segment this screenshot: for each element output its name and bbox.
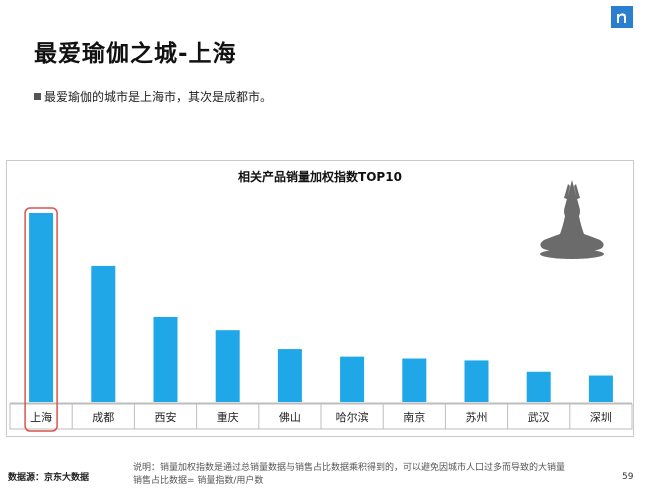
footnote-line-1: 说明：销量加权指数是通过总销量数据与销售占比数据乘积得到的，可以避免因城市人口过… xyxy=(133,463,566,473)
chart-frame xyxy=(6,160,634,437)
bar-9 xyxy=(588,375,613,402)
bar-3 xyxy=(215,330,240,402)
tick-label-1: 成都 xyxy=(92,411,114,424)
bar-5 xyxy=(340,356,365,402)
brand-logo-icon xyxy=(611,6,633,28)
bar-6 xyxy=(402,358,427,402)
summary-text: 最爱瑜伽的城市是上海市，其次是成都市。 xyxy=(44,90,273,104)
page-number: 59 xyxy=(622,472,634,482)
bar-2 xyxy=(153,316,178,402)
tick-label-6: 南京 xyxy=(403,410,425,424)
page-title: 最爱瑜伽之城-上海 xyxy=(34,41,237,67)
footnote-line-2: 销售占比数据= 销量指数/用户数 xyxy=(133,476,264,486)
yoga-pose-icon xyxy=(540,180,604,259)
footnote: 说明：销量加权指数是通过总销量数据与销售占比数据乘积得到的，可以避免因城市人口过… xyxy=(133,462,603,488)
bar-1 xyxy=(91,265,116,402)
tick-label-9: 深圳 xyxy=(590,411,612,424)
summary-bullet: 最爱瑜伽的城市是上海市，其次是成都市。 xyxy=(34,88,272,105)
bar-4 xyxy=(277,349,302,402)
data-source: 数据源：京东大数据 xyxy=(8,473,90,483)
tick-label-4: 佛山 xyxy=(279,411,301,424)
bar-7 xyxy=(464,360,489,402)
tick-label-2: 西安 xyxy=(155,410,177,424)
tick-label-7: 苏州 xyxy=(466,411,488,424)
tick-label-8: 武汉 xyxy=(528,411,550,424)
tick-label-0: 上海 xyxy=(30,410,52,424)
bullet-square-icon xyxy=(34,93,41,100)
chart-title: 相关产品销量加权指数TOP10 xyxy=(238,169,402,184)
tick-label-3: 重庆 xyxy=(217,410,239,424)
tick-label-5: 哈尔滨 xyxy=(336,410,369,424)
bar-0 xyxy=(29,213,54,402)
highlight-box xyxy=(24,207,58,432)
bar-8 xyxy=(526,371,551,402)
